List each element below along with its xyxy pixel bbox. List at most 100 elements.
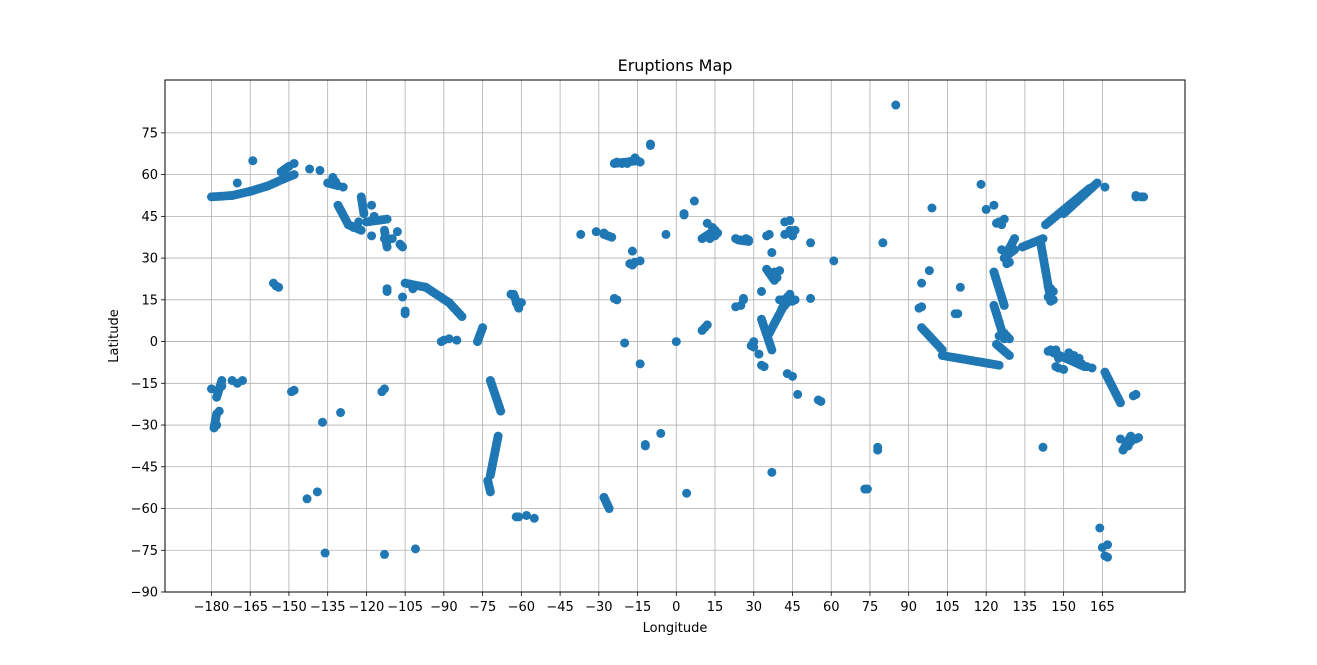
eruption-point	[289, 158, 299, 168]
x-tick-label: −105	[387, 600, 423, 615]
eruption-point	[227, 376, 237, 386]
eruption-point	[382, 286, 392, 296]
eruption-point	[1092, 178, 1102, 188]
eruption-point	[516, 298, 526, 308]
eruption-point	[354, 217, 364, 227]
eruption-point	[829, 256, 839, 266]
x-tick-label: −150	[271, 600, 307, 615]
x-axis-ticks: −180 −165 −150 −135 −120 −105 −90 −75 −60 −45 −30−…	[194, 592, 1115, 615]
eruption-point	[506, 289, 516, 299]
x-tick-label: −180	[194, 600, 230, 615]
eruption-point	[612, 157, 622, 167]
eruption-point	[620, 338, 630, 348]
x-tick-label: 75	[862, 600, 879, 615]
eruption-point	[999, 300, 1009, 310]
eruption-point	[780, 229, 790, 239]
eruption-point	[367, 200, 377, 210]
x-tick-label: 45	[784, 600, 801, 615]
eruption-point	[1051, 345, 1061, 355]
eruption-point	[382, 242, 392, 252]
eruption-point	[679, 209, 689, 219]
eruption-point	[627, 260, 637, 270]
eruption-point	[705, 234, 715, 244]
eruption-point	[627, 246, 637, 256]
eruption-point	[924, 266, 934, 276]
eruption-point	[237, 376, 247, 386]
eruption-point	[806, 293, 816, 303]
eruption-point	[955, 282, 965, 292]
eruption-point	[496, 406, 506, 416]
eruption-point	[787, 371, 797, 381]
eruption-point	[359, 209, 369, 219]
y-tick-label: −30	[131, 419, 158, 434]
eruption-point	[320, 548, 330, 558]
eruption-point	[1043, 281, 1053, 291]
eruption-point	[356, 225, 366, 235]
chart-title: Eruptions Map	[618, 56, 733, 75]
eruption-point	[274, 282, 284, 292]
eruption-point	[607, 232, 617, 242]
eruption-point	[511, 512, 521, 522]
eruption-point	[398, 292, 408, 302]
eruption-point	[793, 389, 803, 399]
eruption-point	[1087, 363, 1097, 373]
eruption-point	[408, 284, 418, 294]
x-tick-label: 15	[707, 600, 724, 615]
x-tick-label: −30	[585, 600, 612, 615]
eruption-point	[1115, 434, 1125, 444]
eruption-point	[1128, 391, 1138, 401]
x-tick-label: −60	[508, 600, 535, 615]
eruption-point	[917, 302, 927, 312]
eruption-point	[1004, 350, 1014, 360]
eruption-point	[305, 164, 315, 174]
eruption-point	[862, 484, 872, 494]
eruption-point	[232, 178, 242, 188]
y-tick-label: 60	[141, 168, 158, 183]
eruption-point	[878, 238, 888, 248]
eruption-point	[741, 234, 751, 244]
eruption-point	[999, 214, 1009, 224]
eruption-point	[287, 387, 297, 397]
x-tick-label: 105	[935, 600, 960, 615]
x-tick-label: 135	[1012, 600, 1037, 615]
eruption-point	[444, 334, 454, 344]
eruption-point	[209, 423, 219, 433]
eruption-point	[682, 488, 692, 498]
eruption-point	[289, 170, 299, 180]
eruption-point	[1115, 398, 1125, 408]
eruption-point	[645, 140, 655, 150]
y-tick-label: −45	[131, 460, 158, 475]
eruption-point	[873, 445, 883, 455]
y-tick-label: 45	[141, 210, 158, 225]
eruption-point	[635, 256, 645, 266]
eruption-point	[315, 165, 325, 175]
eruption-point	[318, 417, 328, 427]
eruption-point	[410, 544, 420, 554]
eruption-point	[330, 177, 340, 187]
eruption-point	[671, 337, 681, 347]
y-tick-label: −60	[131, 502, 158, 517]
eruption-point	[248, 156, 258, 166]
eruption-point	[1095, 523, 1105, 533]
eruption-point	[369, 211, 379, 221]
eruption-point	[379, 234, 389, 244]
eruption-point	[917, 278, 927, 288]
eruption-point	[785, 216, 795, 226]
eruption-point	[777, 303, 787, 313]
eruption-point	[1004, 257, 1014, 267]
eruption-point	[302, 494, 312, 504]
eruption-point	[790, 225, 800, 235]
x-tick-label: −75	[469, 600, 496, 615]
x-tick-label: −45	[546, 600, 573, 615]
eruption-point	[452, 335, 462, 345]
eruption-point	[1059, 364, 1069, 374]
eruption-point	[609, 293, 619, 303]
eruption-point	[816, 396, 826, 406]
eruption-point	[604, 504, 614, 514]
eruption-point	[392, 227, 402, 237]
y-tick-label: −75	[131, 544, 158, 559]
eruption-point	[994, 360, 1004, 370]
eruption-point	[1048, 295, 1058, 305]
x-tick-label: −165	[232, 600, 268, 615]
